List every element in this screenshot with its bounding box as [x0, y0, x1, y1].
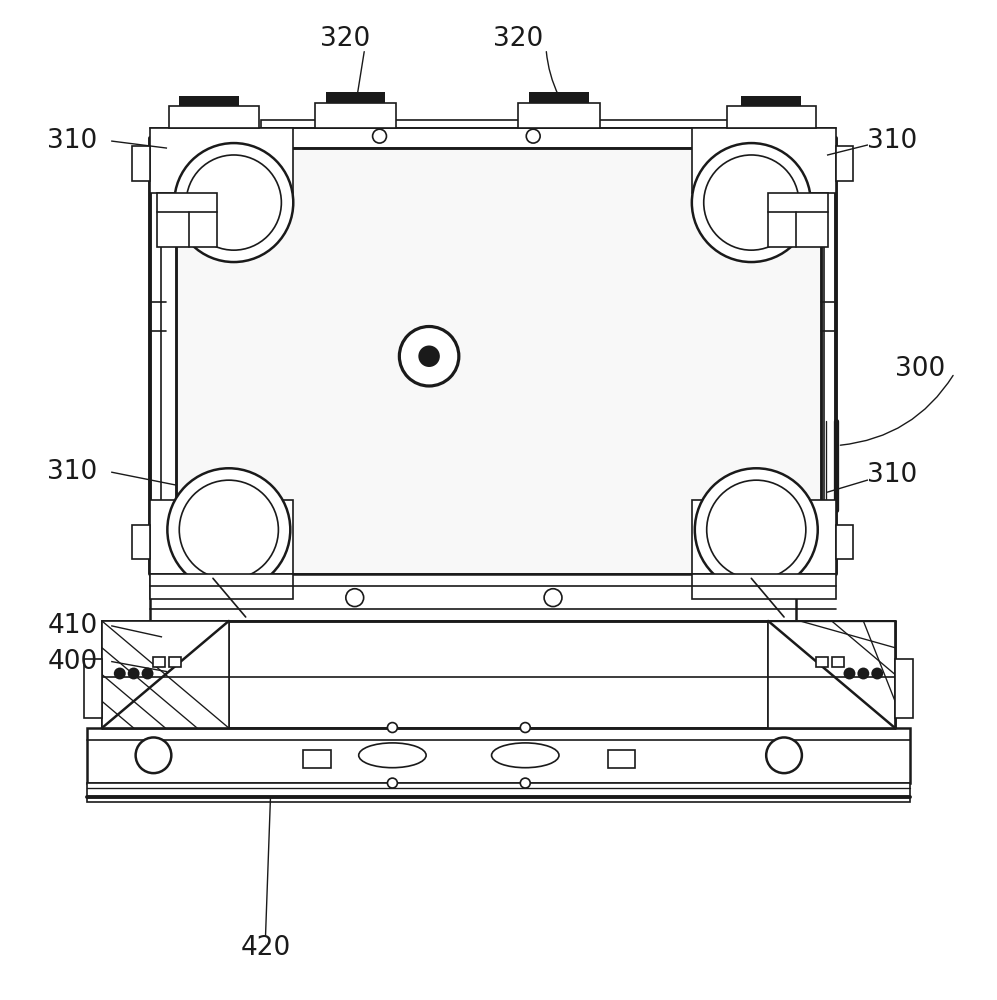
Circle shape: [114, 668, 126, 679]
Circle shape: [174, 143, 293, 262]
Circle shape: [871, 668, 883, 679]
Bar: [176, 148, 821, 574]
Bar: [768, 193, 828, 247]
Bar: [835, 146, 853, 181]
Bar: [150, 500, 293, 574]
Circle shape: [142, 668, 154, 679]
Bar: [132, 525, 150, 559]
Circle shape: [857, 668, 869, 679]
Circle shape: [388, 778, 398, 788]
Bar: [87, 783, 910, 802]
Bar: [303, 750, 331, 768]
Text: 320: 320: [494, 26, 543, 52]
Bar: [169, 106, 258, 128]
Bar: [87, 728, 910, 783]
Bar: [607, 750, 635, 768]
Bar: [315, 103, 397, 128]
Bar: [169, 657, 181, 667]
Bar: [692, 574, 835, 599]
Bar: [831, 657, 843, 667]
Bar: [84, 659, 102, 718]
Ellipse shape: [492, 743, 559, 768]
Circle shape: [400, 326, 459, 386]
Circle shape: [419, 346, 439, 366]
Circle shape: [346, 589, 364, 607]
Text: 300: 300: [895, 356, 945, 382]
Circle shape: [707, 480, 806, 579]
Bar: [102, 621, 895, 728]
Text: 400: 400: [48, 649, 98, 675]
Circle shape: [186, 155, 281, 250]
Circle shape: [167, 468, 290, 591]
Bar: [150, 574, 293, 599]
Circle shape: [128, 668, 140, 679]
Bar: [816, 657, 828, 667]
Bar: [529, 92, 588, 103]
Text: 310: 310: [867, 128, 917, 154]
Bar: [179, 96, 238, 106]
Circle shape: [695, 468, 818, 591]
Circle shape: [526, 129, 540, 143]
Circle shape: [388, 723, 398, 732]
Circle shape: [520, 723, 530, 732]
Circle shape: [843, 668, 855, 679]
Bar: [326, 92, 386, 103]
Text: 310: 310: [867, 462, 917, 488]
Circle shape: [373, 129, 387, 143]
Circle shape: [544, 589, 562, 607]
Bar: [727, 106, 816, 128]
Bar: [154, 657, 166, 667]
Text: 410: 410: [48, 613, 98, 639]
Bar: [150, 128, 293, 193]
Circle shape: [692, 143, 811, 262]
Bar: [768, 621, 895, 728]
Bar: [102, 621, 229, 728]
Bar: [132, 146, 150, 181]
Circle shape: [704, 155, 799, 250]
Text: 420: 420: [240, 935, 291, 961]
Ellipse shape: [359, 743, 426, 768]
Bar: [260, 120, 737, 148]
Bar: [692, 128, 835, 193]
Bar: [742, 96, 801, 106]
Circle shape: [520, 778, 530, 788]
Text: 310: 310: [48, 128, 98, 154]
Circle shape: [179, 480, 278, 579]
Text: 320: 320: [320, 26, 370, 52]
Text: 310: 310: [48, 459, 98, 485]
Bar: [692, 500, 835, 574]
Bar: [895, 659, 913, 718]
Bar: [518, 103, 599, 128]
Bar: [150, 574, 796, 621]
Bar: [835, 525, 853, 559]
Bar: [158, 193, 217, 247]
Circle shape: [136, 737, 171, 773]
Circle shape: [766, 737, 802, 773]
